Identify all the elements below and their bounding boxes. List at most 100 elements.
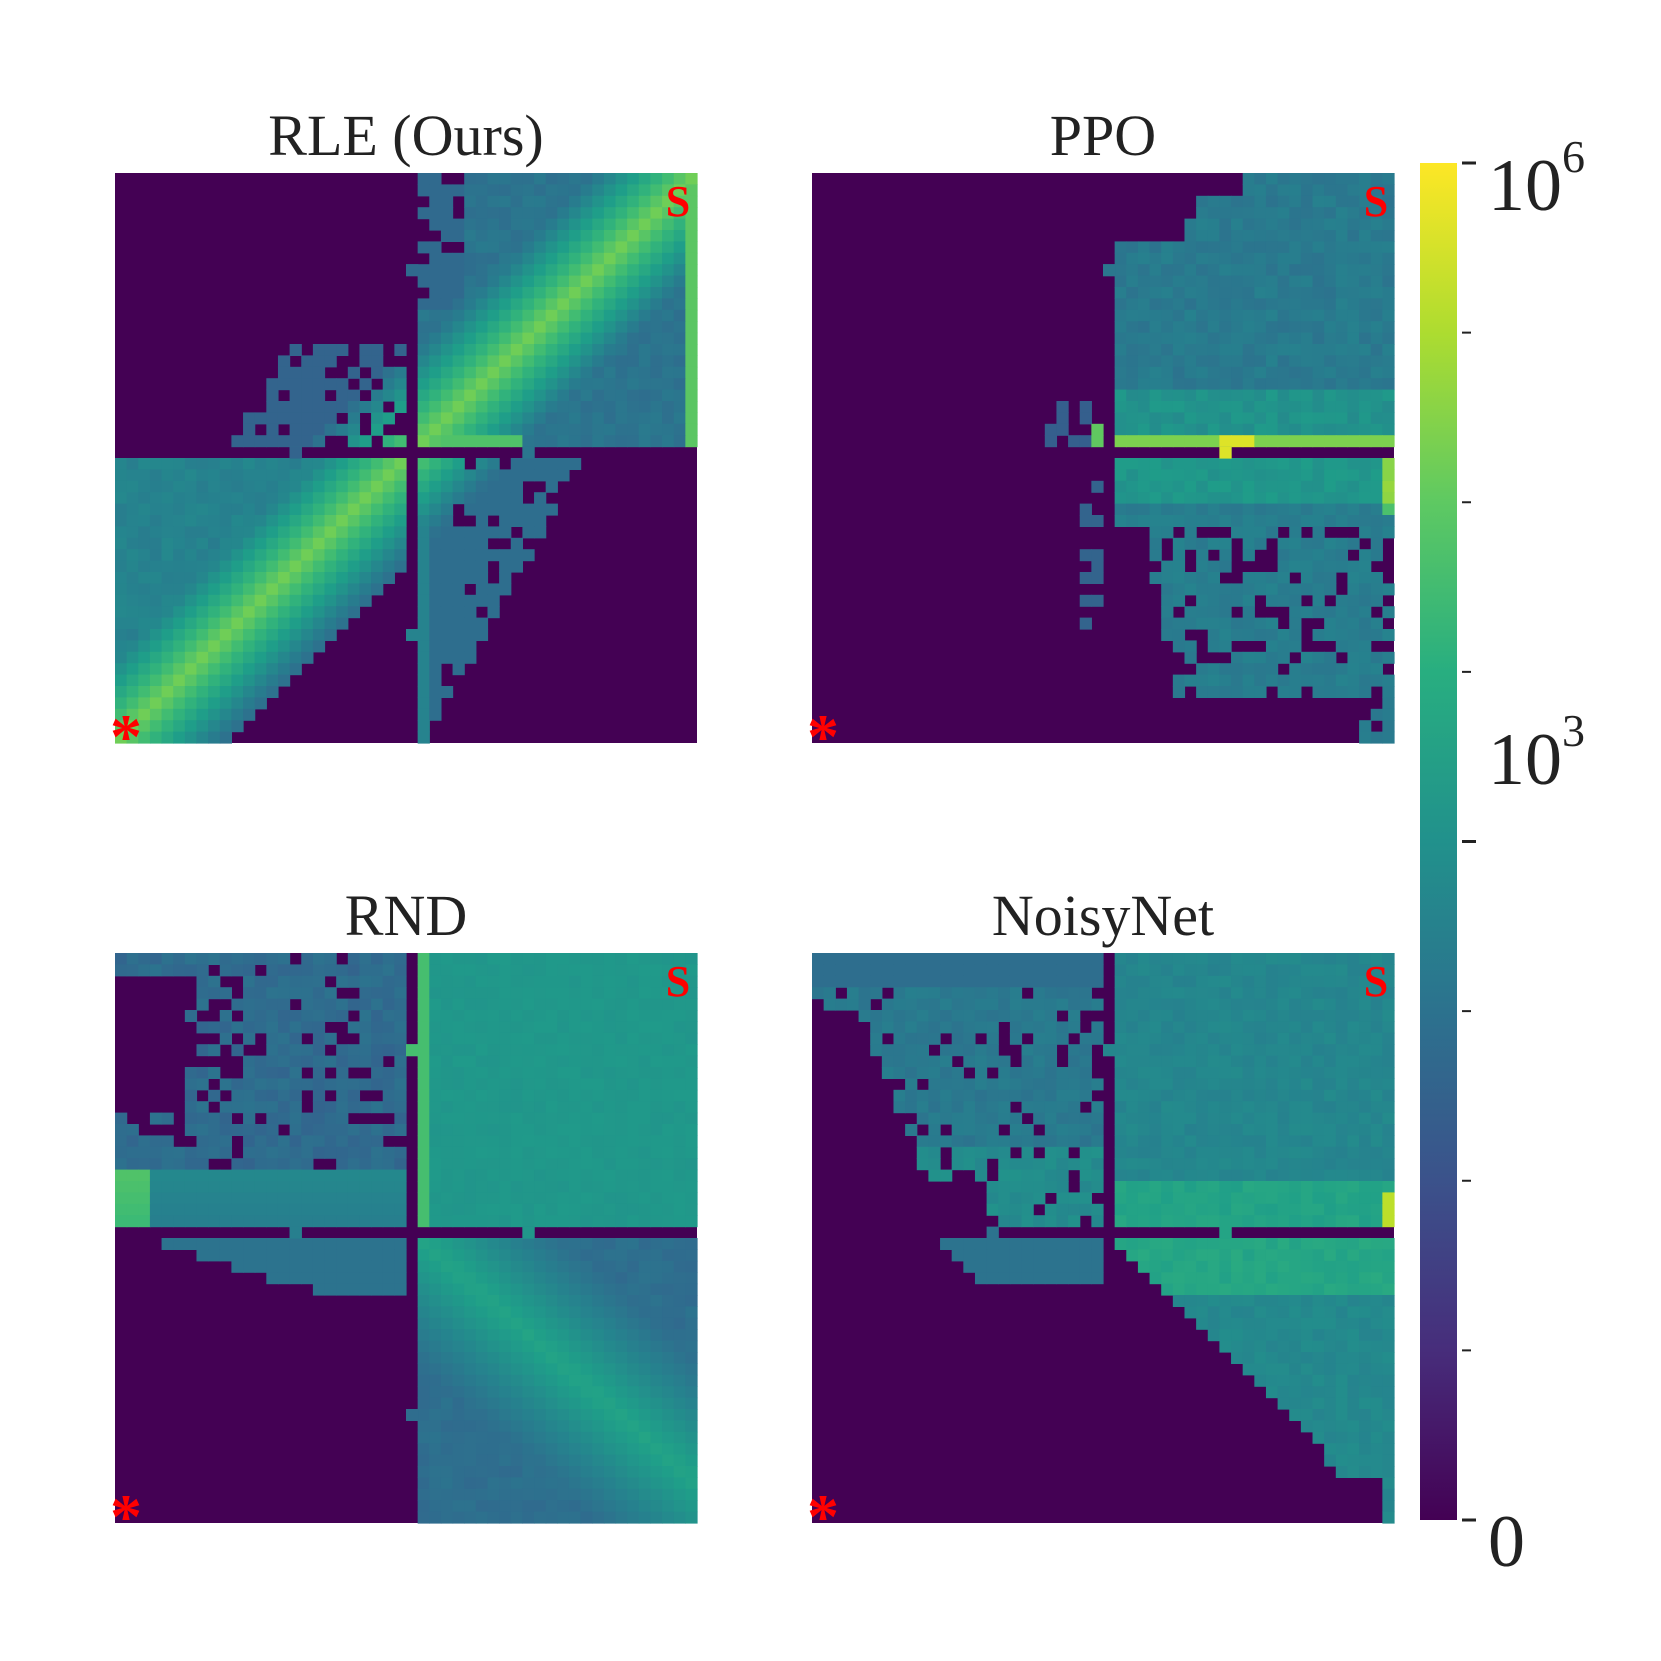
heatmap-cell	[1359, 720, 1372, 733]
heatmap-cell	[650, 423, 663, 436]
heatmap-cell	[1231, 594, 1244, 607]
heatmap-cell	[673, 275, 686, 288]
heatmap-cell	[580, 230, 593, 242]
heatmap-cell	[638, 1295, 652, 1307]
heatmap-cell	[1277, 1169, 1290, 1182]
heatmap-cell	[1184, 1249, 1197, 1262]
heatmap-cell	[662, 378, 675, 391]
heatmap-cell	[650, 1192, 663, 1205]
heatmap-cell	[510, 1146, 523, 1159]
heatmap-cell	[1370, 731, 1383, 744]
heatmap-cell	[1265, 526, 1279, 539]
heatmap-cell	[940, 998, 953, 1011]
heatmap-cell	[592, 389, 605, 402]
heatmap-cell	[1149, 401, 1162, 413]
heatmap-cell	[1289, 537, 1302, 550]
heatmap-cell	[673, 1215, 686, 1228]
heatmap-cell	[673, 1317, 686, 1330]
heatmap-cell	[1324, 492, 1337, 505]
heatmap-cell	[1172, 503, 1186, 516]
heatmap-cell	[1289, 309, 1302, 322]
heatmap-cell	[243, 1032, 256, 1045]
heatmap-cell	[254, 583, 267, 596]
heatmap-cell	[603, 1010, 617, 1022]
heatmap-cell	[487, 366, 500, 379]
panel-title-ppo: PPO	[1050, 103, 1156, 168]
heatmap-cell	[662, 1169, 675, 1182]
heatmap-cell	[1265, 651, 1279, 664]
heatmap-cell	[510, 287, 523, 299]
heatmap-cell	[615, 195, 628, 208]
heatmap-cell	[1219, 321, 1232, 334]
heatmap-cell	[603, 412, 617, 425]
heatmap-cell	[452, 1249, 465, 1262]
heatmap-cell	[1172, 560, 1186, 573]
heatmap-doorway-cell	[522, 1226, 535, 1239]
heatmap-cell	[627, 298, 640, 311]
heatmap-cell	[1207, 503, 1220, 516]
heatmap-cell	[1312, 241, 1325, 254]
heatmap-cell	[1207, 378, 1220, 391]
heatmap-cell	[673, 1352, 686, 1364]
heatmap-cell	[568, 1260, 582, 1273]
heatmap-cell	[324, 401, 337, 413]
heatmap-cell	[1242, 1169, 1255, 1182]
heatmap-cell	[301, 606, 314, 619]
heatmap-cell	[231, 606, 244, 619]
heatmap-cell	[277, 674, 291, 687]
heatmap-cell	[1196, 583, 1209, 596]
heatmap-cell	[452, 1443, 465, 1456]
heatmap-cell	[254, 435, 267, 448]
heatmap-cell	[1196, 458, 1209, 470]
heatmap-cell	[1172, 1158, 1186, 1171]
heatmap-cell	[662, 309, 675, 322]
heatmap-cell	[615, 1317, 628, 1330]
heatmap-cell	[986, 1101, 999, 1114]
heatmap-cell	[1079, 1158, 1092, 1171]
heatmap-cell	[254, 1078, 267, 1091]
heatmap-cell	[464, 1203, 477, 1216]
heatmap-cell	[1137, 264, 1151, 277]
heatmap-cell	[673, 1295, 686, 1307]
heatmap-cell	[592, 1021, 605, 1034]
heatmap-cell	[1265, 207, 1279, 220]
heatmap-cell	[277, 1181, 291, 1193]
heatmap-cell	[1312, 964, 1325, 977]
heatmap-cell	[499, 252, 512, 265]
heatmap-cell	[534, 1500, 547, 1513]
heatmap-cell	[998, 1181, 1011, 1193]
heatmap-cell	[1068, 1158, 1081, 1171]
heatmap-cell	[1335, 184, 1349, 197]
heatmap-cell	[928, 1010, 941, 1022]
heatmap-cell	[464, 1112, 477, 1125]
heatmap-cell	[557, 1386, 570, 1399]
heatmap-cell	[1079, 1135, 1092, 1148]
heatmap-cell	[1324, 617, 1337, 630]
heatmap-cell	[685, 1397, 698, 1410]
heatmap-cell	[1196, 560, 1209, 573]
heatmap-cell	[1370, 1238, 1383, 1250]
heatmap-cell	[1207, 1135, 1220, 1148]
heatmap-cell	[115, 537, 128, 550]
heatmap-cell	[1277, 378, 1290, 391]
heatmap-cell	[510, 1409, 523, 1421]
heatmap-cell	[324, 1238, 337, 1250]
heatmap-cell	[1172, 1249, 1186, 1262]
heatmap-cell	[638, 401, 652, 413]
heatmap-cell	[568, 321, 582, 334]
heatmap-cell	[522, 1386, 535, 1399]
heatmap-cell	[685, 332, 698, 345]
heatmap-cell	[336, 515, 349, 527]
heatmap-cell	[196, 572, 209, 584]
heatmap-cell	[650, 230, 663, 242]
heatmap-cell	[545, 1169, 558, 1182]
heatmap-cell	[916, 987, 929, 1000]
heatmap-cell	[1196, 378, 1209, 391]
heatmap-cell	[231, 964, 244, 977]
heatmap-cell	[1137, 1192, 1151, 1205]
heatmap-cell	[324, 572, 337, 584]
heatmap-cell	[1254, 309, 1267, 322]
heatmap-cell	[510, 1420, 523, 1433]
heatmap-cell	[196, 708, 209, 721]
heatmap-cell	[1184, 355, 1197, 368]
